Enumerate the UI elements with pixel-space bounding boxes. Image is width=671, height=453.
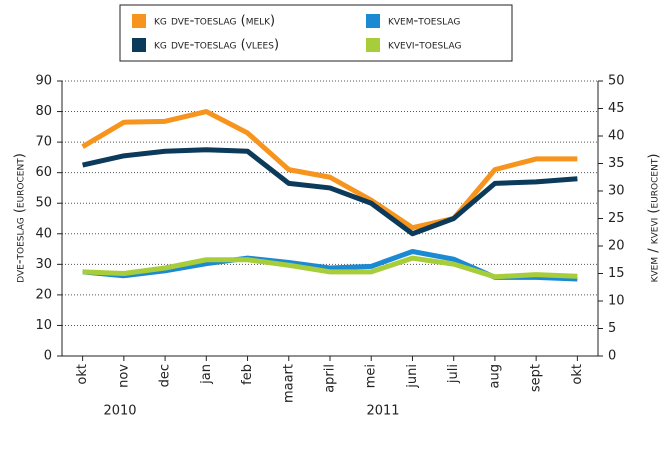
y-tick-label: 10 (35, 318, 52, 333)
x-tick-label: nov (116, 364, 131, 388)
x-tick-label: dec (158, 364, 173, 387)
x-tick-label: okt (75, 364, 90, 385)
y-tick-label: 90 (35, 74, 52, 89)
x-tick-label: jan (199, 364, 214, 385)
series-line (82, 255, 578, 280)
y2-tick-label: 20 (608, 239, 625, 254)
y2-tick-label: 40 (608, 129, 625, 144)
y2-axis-label: kvem / kvevi (eurocent) (647, 154, 662, 283)
y2-tick-label: 5 (608, 321, 616, 336)
legend-swatch (366, 38, 380, 52)
x-tick-label: juli (446, 364, 461, 384)
y2-tick-label: 15 (608, 266, 625, 281)
y-tick-label: 0 (44, 349, 52, 364)
y-axis-label: dve-toeslag (eurocent) (13, 153, 28, 283)
series-line (81, 109, 578, 231)
legend-label: kvem-toeslag (388, 14, 460, 29)
y2-tick-label: 0 (608, 349, 616, 364)
y-tick-label: 20 (35, 287, 52, 302)
x-tick-label: okt (570, 364, 585, 385)
x-tick-label: aug (487, 364, 502, 388)
x-tick-label: maart (281, 364, 296, 403)
y2-tick-label: 30 (608, 184, 625, 199)
y-tick-label: 50 (35, 196, 52, 211)
y2-tick-label: 10 (608, 294, 625, 309)
x-tick-label: mei (364, 364, 379, 388)
x-tick-label: april (323, 364, 338, 393)
y2-tick-label: 45 (608, 101, 625, 116)
y-tick-label: 60 (35, 165, 52, 180)
y-tick-label: 80 (35, 104, 52, 119)
legend-swatch (366, 14, 380, 28)
legend-label: kg dve-toeslag (melk) (154, 14, 275, 29)
legend-label: kg dve-toeslag (vlees) (154, 38, 279, 53)
year-label: 2010 (103, 404, 136, 419)
series-line (82, 147, 578, 237)
legend-box (119, 4, 513, 62)
x-tick-label: sept (529, 364, 544, 392)
x-tick-label: juni (405, 364, 420, 389)
x-tick-label: feb (240, 364, 255, 385)
y-tick-label: 30 (35, 257, 52, 272)
y2-tick-label: 25 (608, 211, 625, 226)
year-label: 2011 (366, 404, 399, 419)
y2-tick-label: 35 (608, 156, 625, 171)
legend-swatch (132, 38, 146, 52)
y-tick-label: 70 (35, 135, 52, 150)
legend-label: kvevi-toeslag (388, 38, 461, 53)
legend-swatch (132, 14, 146, 28)
y-tick-label: 40 (35, 226, 52, 241)
y2-tick-label: 50 (608, 74, 625, 89)
